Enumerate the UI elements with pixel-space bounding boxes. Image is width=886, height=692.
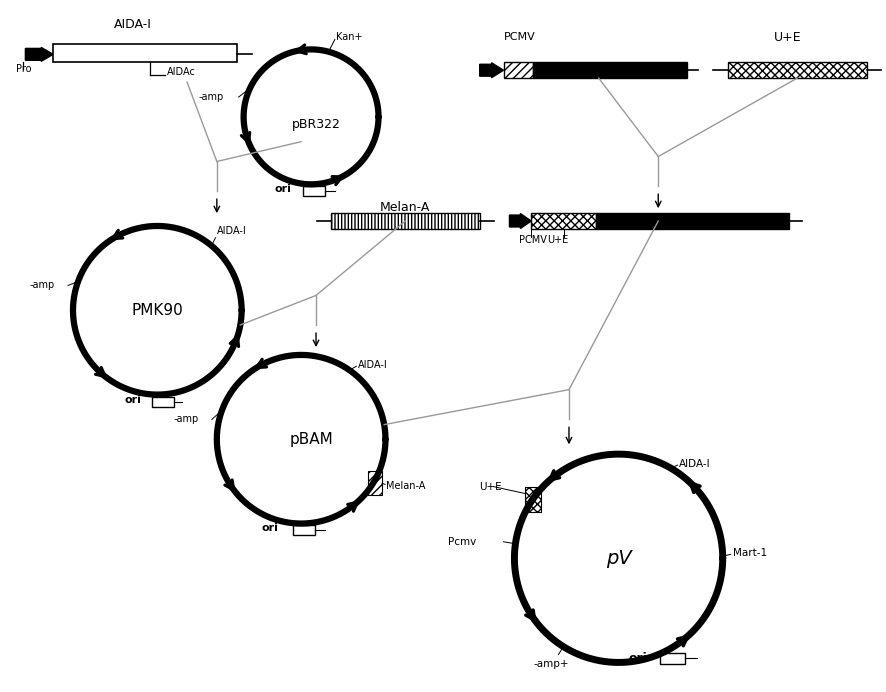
Bar	[152, 397, 175, 406]
Text: ori: ori	[262, 523, 279, 534]
Bar	[330, 213, 479, 229]
Text: ori: ori	[628, 652, 647, 665]
Text: AIDA-I: AIDA-I	[679, 459, 711, 469]
Text: PCMV: PCMV	[519, 235, 548, 245]
Text: -amp+: -amp+	[533, 659, 569, 668]
Text: PMK90: PMK90	[131, 303, 183, 318]
FancyArrow shape	[479, 63, 503, 78]
Bar	[727, 62, 867, 78]
Text: U+E: U+E	[773, 31, 801, 44]
Text: Melan-A: Melan-A	[380, 201, 431, 214]
Text: AIDAc: AIDAc	[167, 67, 196, 78]
Bar	[525, 486, 541, 513]
Text: AIDA-I: AIDA-I	[216, 226, 246, 236]
Bar	[303, 186, 325, 197]
Text: U+E: U+E	[478, 482, 501, 491]
Text: -amp: -amp	[198, 92, 224, 102]
Text: Mart-1: Mart-1	[733, 548, 766, 558]
Text: pBR322: pBR322	[291, 118, 340, 131]
Bar	[293, 525, 315, 536]
Text: Melan-A: Melan-A	[386, 482, 425, 491]
Bar	[503, 62, 533, 78]
Text: pBAM: pBAM	[289, 432, 333, 447]
Text: Pcmv: Pcmv	[447, 537, 476, 547]
Bar	[53, 44, 237, 62]
Text: Kan+: Kan+	[336, 33, 362, 42]
Text: -amp: -amp	[174, 415, 199, 424]
Bar	[369, 471, 382, 495]
FancyArrow shape	[509, 214, 532, 228]
Bar	[659, 653, 686, 664]
Text: PCMV: PCMV	[503, 33, 535, 42]
Text: Pro: Pro	[16, 64, 31, 74]
Bar	[595, 213, 789, 229]
Bar	[533, 62, 687, 78]
Text: -amp: -amp	[30, 280, 55, 291]
Bar	[532, 213, 595, 229]
Text: ori: ori	[275, 184, 291, 194]
Text: U+E: U+E	[548, 235, 569, 245]
Text: pV: pV	[606, 549, 632, 567]
Text: AIDA-I: AIDA-I	[113, 18, 152, 31]
Text: ori: ori	[124, 394, 141, 405]
FancyArrow shape	[26, 48, 53, 62]
Text: AIDA-I: AIDA-I	[357, 361, 387, 370]
